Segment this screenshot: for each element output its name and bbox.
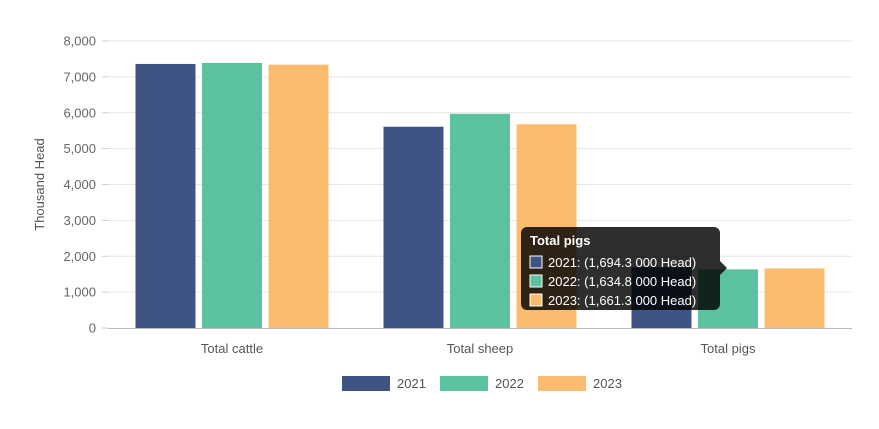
legend-item[interactable]: 2022 <box>440 376 524 391</box>
tooltip-swatch <box>529 293 543 307</box>
legend: 2021 2022 2023 <box>342 376 622 391</box>
legend-swatch <box>342 376 390 391</box>
y-tick-label: 4,000 <box>63 177 96 192</box>
tooltip-swatch <box>529 274 543 288</box>
x-category-label: Total sheep <box>447 341 514 356</box>
y-axis-ticks: 0 1,000 2,000 3,000 4,000 5,000 6,000 7,000 8,00… <box>63 34 96 336</box>
y-axis-title: Thousand Head <box>32 138 47 231</box>
y-tick-label: 5,000 <box>63 141 96 156</box>
legend-label: 2022 <box>495 376 524 391</box>
bar[interactable] <box>383 126 444 329</box>
x-category-label: Total pigs <box>701 341 756 356</box>
y-tick-label: 0 <box>89 321 96 336</box>
y-tick-label: 3,000 <box>63 213 96 228</box>
y-tick-label: 8,000 <box>63 34 96 49</box>
bars <box>135 62 825 329</box>
x-axis-categories: Total cattle Total sheep Total pigs <box>201 341 756 356</box>
bar[interactable] <box>135 63 196 329</box>
tooltip-swatch <box>529 255 543 269</box>
bar[interactable] <box>450 113 510 328</box>
y-tick-label: 6,000 <box>63 105 96 120</box>
legend-item[interactable]: 2021 <box>342 376 426 391</box>
legend-label: 2021 <box>397 376 426 391</box>
tooltip-title: Total pigs <box>530 233 590 248</box>
x-category-label: Total cattle <box>201 341 263 356</box>
y-tick-label: 2,000 <box>63 249 96 264</box>
tooltip-box <box>521 227 720 310</box>
legend-swatch <box>440 376 488 391</box>
tooltip-line: 2022: (1,634.8 000 Head) <box>548 274 696 289</box>
y-tick-label: 7,000 <box>63 69 96 84</box>
legend-item[interactable]: 2023 <box>538 376 622 391</box>
tooltip-line: 2023: (1,661.3 000 Head) <box>548 293 696 308</box>
y-tick-label: 1,000 <box>63 285 96 300</box>
tooltip: Total pigs 2021: (1,694.3 000 Head) 2022: … <box>521 227 727 310</box>
tooltip-caret <box>720 261 727 275</box>
legend-label: 2023 <box>593 376 622 391</box>
bar[interactable] <box>268 64 329 329</box>
bar[interactable] <box>202 62 262 328</box>
legend-swatch <box>538 376 586 391</box>
tooltip-line: 2021: (1,694.3 000 Head) <box>548 255 696 270</box>
bar[interactable] <box>764 268 825 328</box>
